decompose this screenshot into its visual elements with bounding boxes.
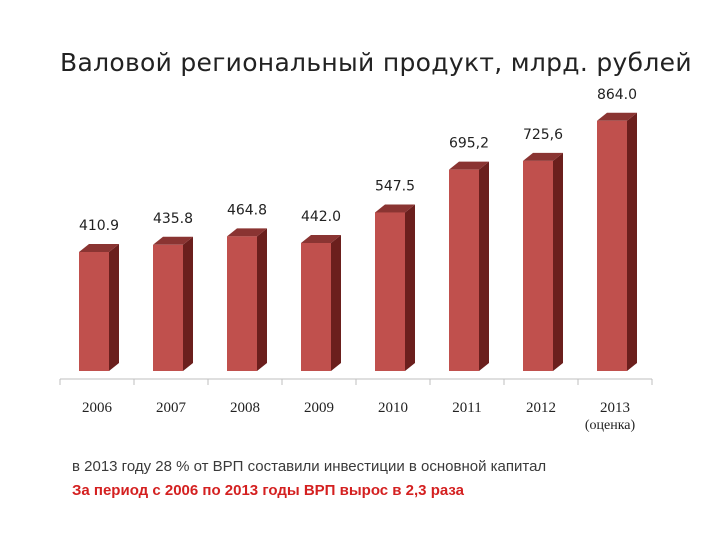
estimate-note: (оценка) — [584, 418, 636, 433]
x-tick-label: 2008 — [230, 400, 260, 416]
bar-front — [597, 120, 627, 371]
bar-front — [449, 169, 479, 371]
bar-front — [79, 252, 109, 371]
bar-side — [405, 204, 415, 371]
bar-side — [553, 152, 563, 371]
x-tick-label: 2007 — [156, 400, 187, 416]
bar-side — [627, 112, 637, 372]
bar-side — [183, 236, 193, 371]
bar-side — [479, 161, 489, 371]
bar-front — [375, 212, 405, 371]
data-label: 695,2 — [449, 136, 489, 152]
bar — [375, 204, 415, 371]
bar-top — [227, 228, 267, 237]
x-tick-label: 2009 — [304, 400, 334, 416]
bar — [597, 112, 637, 372]
bar-top — [153, 236, 193, 245]
bar-top — [301, 234, 341, 243]
growth-note: За период с 2006 по 2013 годы ВРП вырос … — [72, 482, 464, 499]
bar-top — [449, 161, 489, 170]
bars-group — [79, 112, 637, 372]
data-label: 435.8 — [153, 211, 193, 227]
data-label: 547.5 — [375, 178, 415, 194]
data-label: 410.9 — [79, 218, 119, 234]
chart-title: Валовой региональный продукт, млрд. рубл… — [60, 48, 692, 77]
labels-group: 410.9 2006 435.8 2007 464.8 2008 442.0 2009 547.… — [79, 87, 637, 416]
bar-front — [523, 160, 553, 371]
x-axis — [59, 378, 653, 385]
x-tick-label: 2011 — [452, 400, 481, 416]
bar — [79, 244, 119, 371]
bar-top — [375, 204, 415, 213]
x-tick-label: 2013 — [600, 400, 630, 416]
x-tick-label: 2006 — [82, 400, 113, 416]
bar-front — [227, 236, 257, 371]
bar-side — [109, 244, 119, 371]
bar-side — [257, 228, 267, 371]
x-tick-label: 2012 — [526, 400, 556, 416]
bar-front — [301, 242, 331, 371]
data-label: 725,6 — [523, 127, 563, 143]
x-tick-label: 2010 — [378, 400, 408, 416]
bar-side — [331, 234, 341, 371]
data-label: 864.0 — [597, 87, 637, 103]
bar-top — [79, 244, 119, 253]
bar — [449, 161, 489, 371]
data-label: 442.0 — [301, 209, 341, 225]
investment-note: в 2013 году 28 % от ВРП составили инвест… — [72, 458, 547, 475]
bar — [227, 228, 267, 371]
bar-front — [153, 244, 183, 371]
bar — [153, 236, 193, 371]
bar-top — [523, 152, 563, 161]
bar-top — [597, 112, 637, 121]
bar — [301, 234, 341, 371]
data-label: 464.8 — [227, 202, 267, 218]
bar — [523, 152, 563, 371]
